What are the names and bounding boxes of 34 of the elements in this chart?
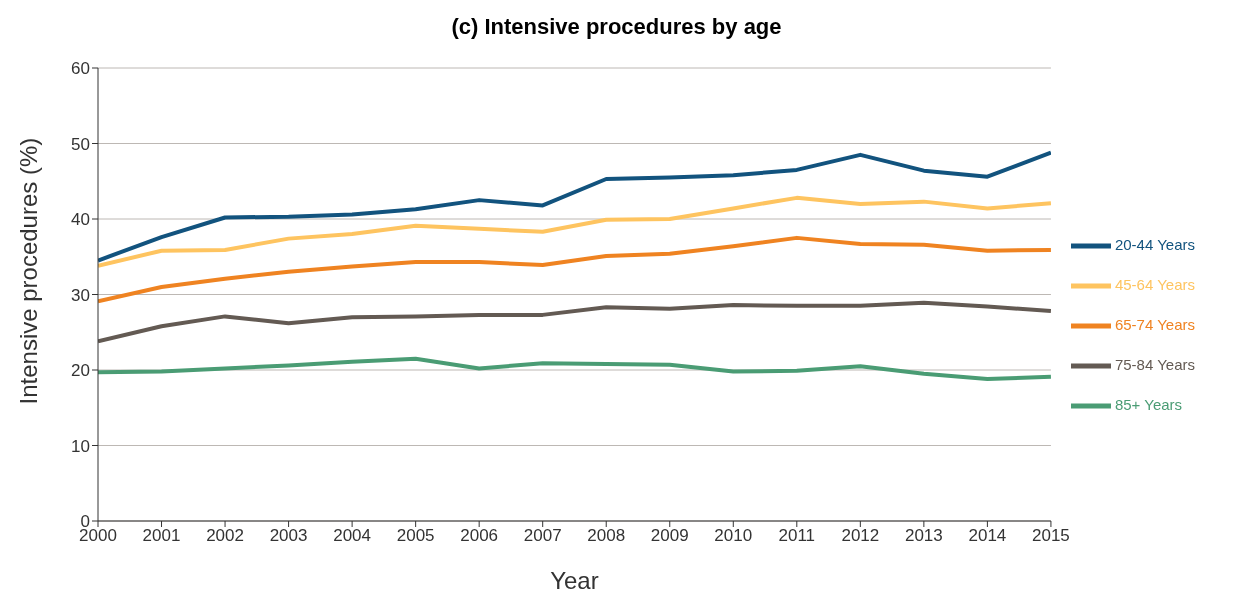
x-tick-label: 2009: [650, 526, 689, 546]
y-tick-label: 10: [71, 436, 90, 456]
y-tick-label: 20: [71, 361, 90, 381]
legend-label: 65-74 Years: [1114, 315, 1195, 333]
x-tick-label: 2003: [269, 526, 308, 546]
x-axis-title: Year: [550, 567, 599, 594]
x-tick-label: 2002: [206, 526, 244, 546]
legend-label: 75-84 Years: [1114, 355, 1195, 373]
line-series: [98, 195, 1051, 268]
line-series: [98, 235, 1051, 304]
x-tick-label: 2006: [460, 526, 499, 546]
x-tick-label: 2010: [714, 526, 753, 546]
line-series: [98, 300, 1051, 344]
x-tick-label: 2001: [142, 526, 181, 546]
legend-label: 20-44 Years: [1114, 235, 1195, 253]
x-tick-label: 2015: [1032, 526, 1070, 546]
x-tick-label: 2005: [396, 526, 435, 546]
x-tick-label: 2011: [778, 526, 816, 546]
x-tick-label: 2014: [968, 526, 1007, 546]
y-tick-label: 40: [71, 210, 90, 230]
y-tick-label: 50: [71, 134, 90, 154]
legend-label: 85+ Years: [1114, 395, 1183, 413]
legend-label: 45-64 Years: [1114, 275, 1195, 293]
x-tick-label: 2004: [333, 526, 372, 546]
x-tick-label: 2007: [523, 526, 562, 546]
x-tick-label: 2012: [841, 526, 880, 546]
y-tick-label: 60: [71, 59, 90, 79]
line-series: [98, 150, 1051, 263]
y-tick-label: 30: [71, 285, 90, 305]
y-axis-title: Intensive procedures (%): [14, 137, 42, 405]
x-tick-label: 2008: [587, 526, 626, 546]
chart-title: (c) Intensive procedures by age: [450, 13, 783, 41]
line-series: [98, 356, 1051, 382]
x-tick-label: 2013: [904, 526, 943, 546]
